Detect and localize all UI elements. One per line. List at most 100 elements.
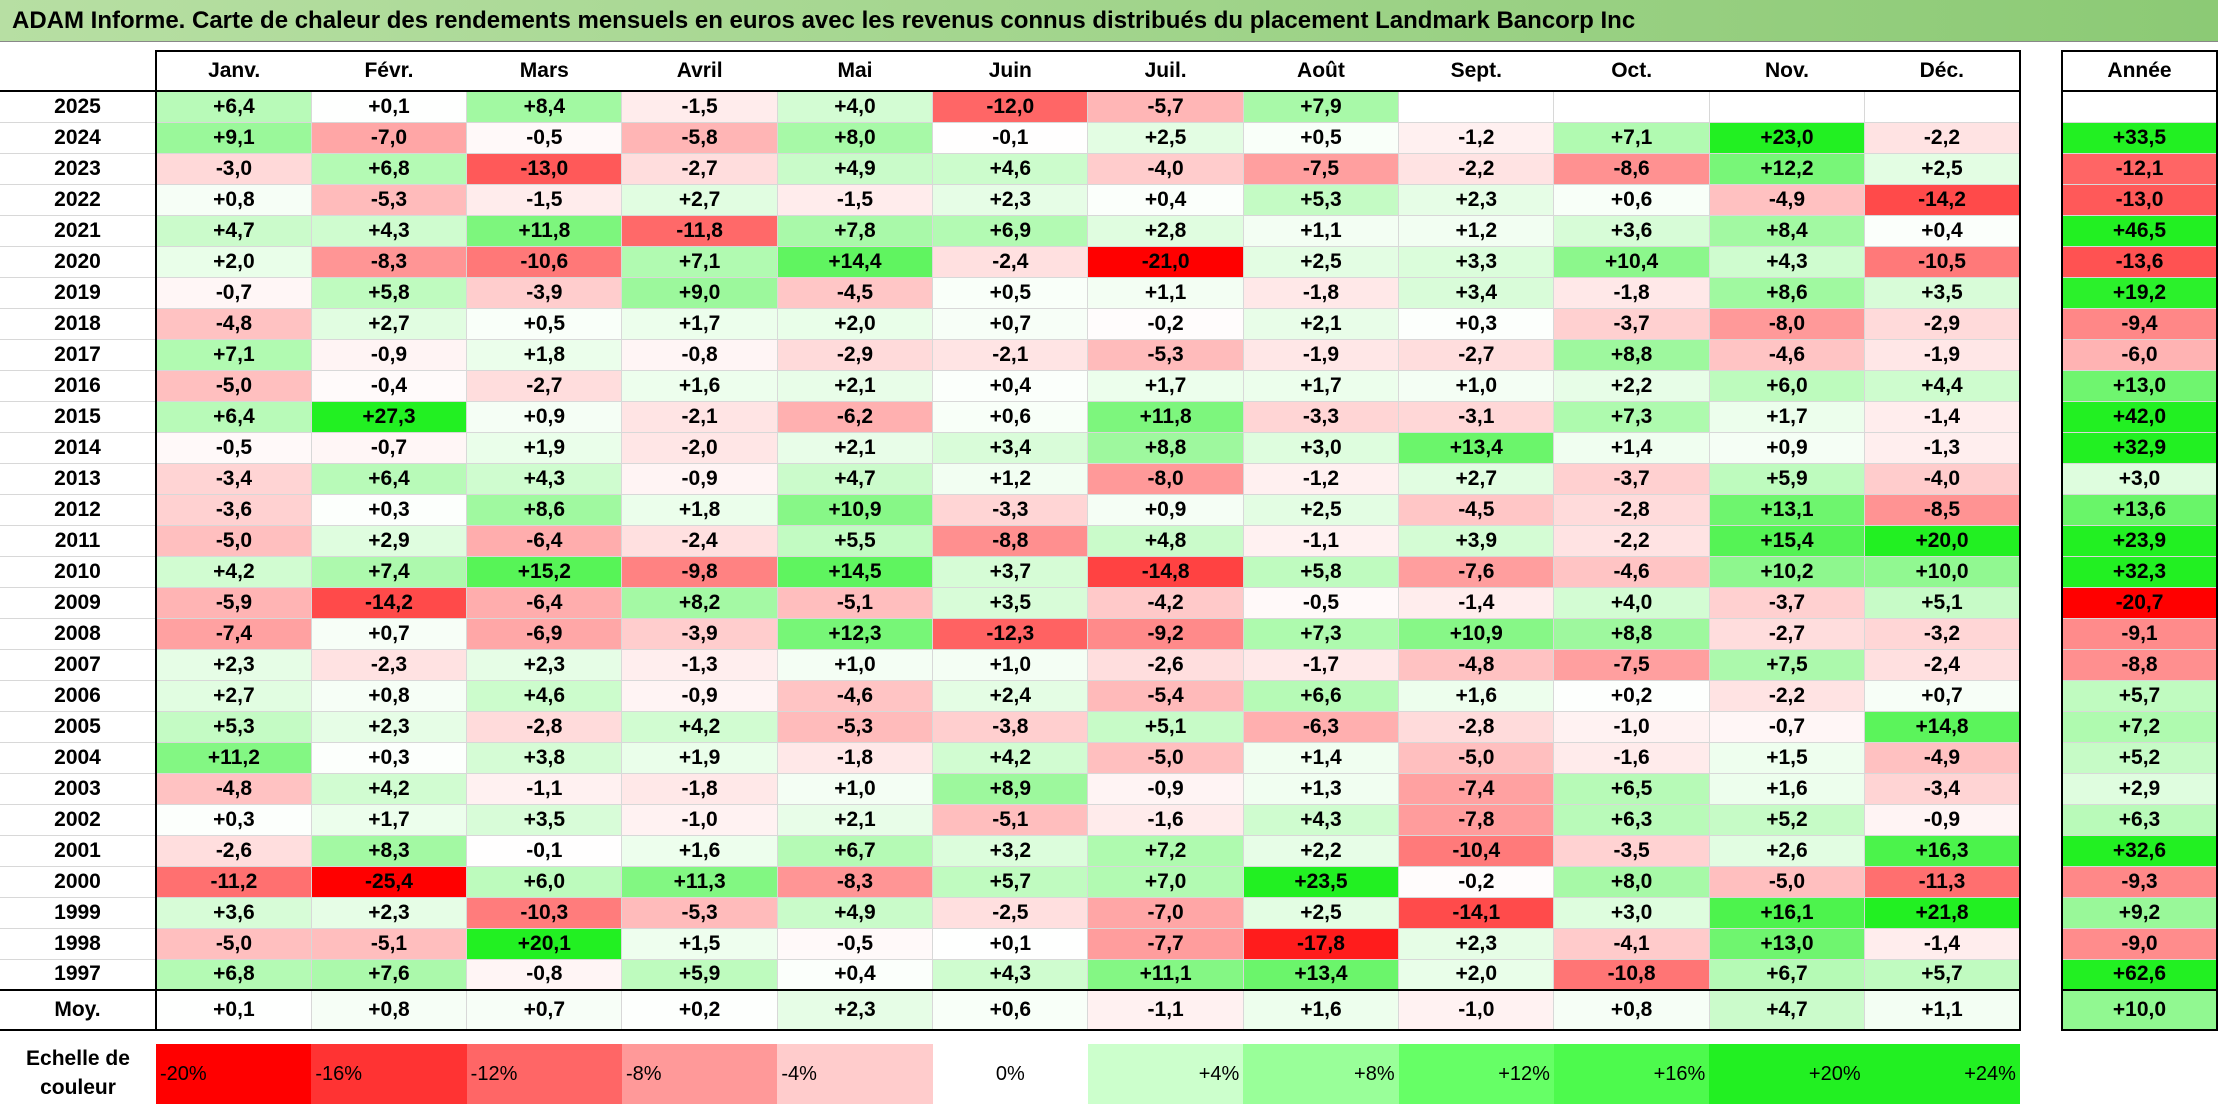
heatmap-cell: -0,1 xyxy=(466,834,623,867)
heatmap-cell: +12,2 xyxy=(1708,152,1866,185)
heatmap-cell: +1,7 xyxy=(1087,369,1244,402)
heatmap-cell: +2,9 xyxy=(310,524,468,557)
heatmap-cell: -0,1 xyxy=(932,121,1089,154)
year-label: 2009 xyxy=(0,586,157,619)
heatmap-cell: +4,2 xyxy=(155,555,312,588)
heatmap-cell: +4,6 xyxy=(932,152,1089,185)
heatmap-cell: +6,3 xyxy=(1553,803,1710,836)
heatmap-cell: +1,7 xyxy=(1708,400,1866,433)
heatmap-cell: -13,0 xyxy=(466,152,623,185)
heatmap-cell: -8,5 xyxy=(1864,493,2021,526)
heatmap-cell: -11,3 xyxy=(1864,865,2021,898)
average-cell: +0,7 xyxy=(466,989,623,1031)
heatmap-cell: +2,7 xyxy=(1398,462,1555,495)
color-scale-swatch: +24% xyxy=(1864,1044,2020,1104)
heatmap-cell: -4,5 xyxy=(776,276,934,309)
table-row: 2012 -3,6 +0,3 +8,6 +1,8 +10,9 -3,3 +0,9 +2,5 -4,… xyxy=(0,493,2021,526)
heatmap-cell: +2,1 xyxy=(1242,307,1400,340)
year-label: 2021 xyxy=(0,214,157,247)
month-header: Janv. xyxy=(154,50,312,92)
heatmap-cell: +1,6 xyxy=(621,834,778,867)
heatmap-cell: -4,2 xyxy=(1087,586,1244,619)
heatmap-cell: +3,0 xyxy=(1242,431,1400,464)
table-row: 2003 -4,8 +4,2 -1,1 -1,8 +1,0 +8,9 -0,9 +1,3 -7,4… xyxy=(0,772,2021,805)
heatmap-cell: -5,0 xyxy=(1708,865,1866,898)
heatmap-cell: +1,0 xyxy=(776,648,934,681)
heatmap-cell: -2,6 xyxy=(155,834,312,867)
heatmap-cell: -1,1 xyxy=(466,772,623,805)
color-scale-swatch: -16% xyxy=(311,1044,467,1104)
table-row: 2007 +2,3 -2,3 +2,3 -1,3 +1,0 +1,0 -2,6 -1,7 -4,8… xyxy=(0,648,2021,681)
heatmap-cell: -0,5 xyxy=(466,121,623,154)
heatmap-cell: -10,5 xyxy=(1864,245,2021,278)
heatmap-cell: -2,5 xyxy=(932,896,1089,929)
heatmap-cell: -7,4 xyxy=(1398,772,1555,805)
year-label: 2023 xyxy=(0,152,157,185)
heatmap-cell: +11,8 xyxy=(1087,400,1244,433)
heatmap-cell: -5,1 xyxy=(932,803,1089,836)
heatmap-cell: -3,5 xyxy=(1553,834,1710,867)
annual-cell: +32,3 xyxy=(2061,555,2218,588)
heatmap-cell: +0,5 xyxy=(932,276,1089,309)
heatmap-cell: -14,8 xyxy=(1087,555,1244,588)
heatmap-cell: -4,6 xyxy=(1553,555,1710,588)
heatmap-cell: +6,0 xyxy=(466,865,623,898)
annual-cell: -9,0 xyxy=(2061,927,2218,960)
heatmap-cell: -2,8 xyxy=(1553,493,1710,526)
heatmap-cell: -8,8 xyxy=(932,524,1089,557)
heatmap-cell: -0,4 xyxy=(310,369,468,402)
heatmap-cell: +1,0 xyxy=(1398,369,1555,402)
heatmap-cell: +20,0 xyxy=(1864,524,2021,557)
heatmap-cell: -4,0 xyxy=(1864,462,2021,495)
table-row: 2024 +9,1 -7,0 -0,5 -5,8 +8,0 -0,1 +2,5 +0,5 -1,2… xyxy=(0,121,2021,154)
heatmap-cell: +4,9 xyxy=(776,896,934,929)
heatmap-cell: -3,2 xyxy=(1864,617,2021,650)
heatmap-cell: +14,8 xyxy=(1864,710,2021,743)
heatmap-cell: +6,6 xyxy=(1242,679,1400,712)
heatmap-cell: +0,7 xyxy=(1864,679,2021,712)
heatmap-cell: +5,7 xyxy=(1864,958,2021,991)
heatmap-cell: +0,1 xyxy=(932,927,1089,960)
heatmap-cell: +14,4 xyxy=(776,245,934,278)
heatmap-cell: +2,7 xyxy=(155,679,312,712)
heatmap-cell: +10,4 xyxy=(1553,245,1710,278)
heatmap-cell: +2,1 xyxy=(776,431,934,464)
annual-cell: +23,9 xyxy=(2061,524,2218,557)
heatmap-cell: +10,0 xyxy=(1864,555,2021,588)
heatmap-cell: -7,5 xyxy=(1242,152,1400,185)
heatmap-cell: +0,9 xyxy=(466,400,623,433)
annual-cell: +46,5 xyxy=(2061,214,2218,247)
annual-cell: +32,9 xyxy=(2061,431,2218,464)
heatmap-cell: +0,5 xyxy=(1242,121,1400,154)
year-label: 2018 xyxy=(0,307,157,340)
heatmap-cell: +4,3 xyxy=(1242,803,1400,836)
heatmap-cell: -5,0 xyxy=(155,524,312,557)
heatmap-cell: -2,7 xyxy=(1398,338,1555,371)
table-row: 1997 +6,8 +7,6 -0,8 +5,9 +0,4 +4,3 +11,1 +13,4 +2… xyxy=(0,958,2021,991)
table-row: 2020 +2,0 -8,3 -10,6 +7,1 +14,4 -2,4 -21,0 +2,5 +… xyxy=(0,245,2021,278)
annual-cell: -13,6 xyxy=(2061,245,2218,278)
heatmap-cell: +5,3 xyxy=(155,710,312,743)
heatmap-cell: +15,2 xyxy=(466,555,623,588)
heatmap-cell: +8,8 xyxy=(1087,431,1244,464)
heatmap-cell: +4,4 xyxy=(1864,369,2021,402)
heatmap-cell: +0,3 xyxy=(310,493,468,526)
year-label: 2017 xyxy=(0,338,157,371)
heatmap-cell: -1,2 xyxy=(1242,462,1400,495)
annual-cell: +5,7 xyxy=(2061,679,2218,712)
heatmap-cell: +7,0 xyxy=(1087,865,1244,898)
heatmap-cell: +7,5 xyxy=(1708,648,1866,681)
average-cell: +1,1 xyxy=(1864,989,2021,1031)
heatmap-cell: -3,9 xyxy=(466,276,623,309)
heatmap-cell: -12,3 xyxy=(932,617,1089,650)
heatmap-cell: +23,5 xyxy=(1242,865,1400,898)
annual-cell: +9,2 xyxy=(2061,896,2218,929)
average-cell: -1,0 xyxy=(1398,989,1555,1031)
heatmap-cell: +2,3 xyxy=(155,648,312,681)
heatmap-cell: -0,9 xyxy=(621,679,778,712)
heatmap-cell: +11,2 xyxy=(155,741,312,774)
heatmap-cell: -10,6 xyxy=(466,245,623,278)
heatmap-cell: -5,3 xyxy=(621,896,778,929)
color-scale-swatch: -20% xyxy=(156,1044,312,1104)
heatmap-cell: +0,4 xyxy=(776,958,934,991)
